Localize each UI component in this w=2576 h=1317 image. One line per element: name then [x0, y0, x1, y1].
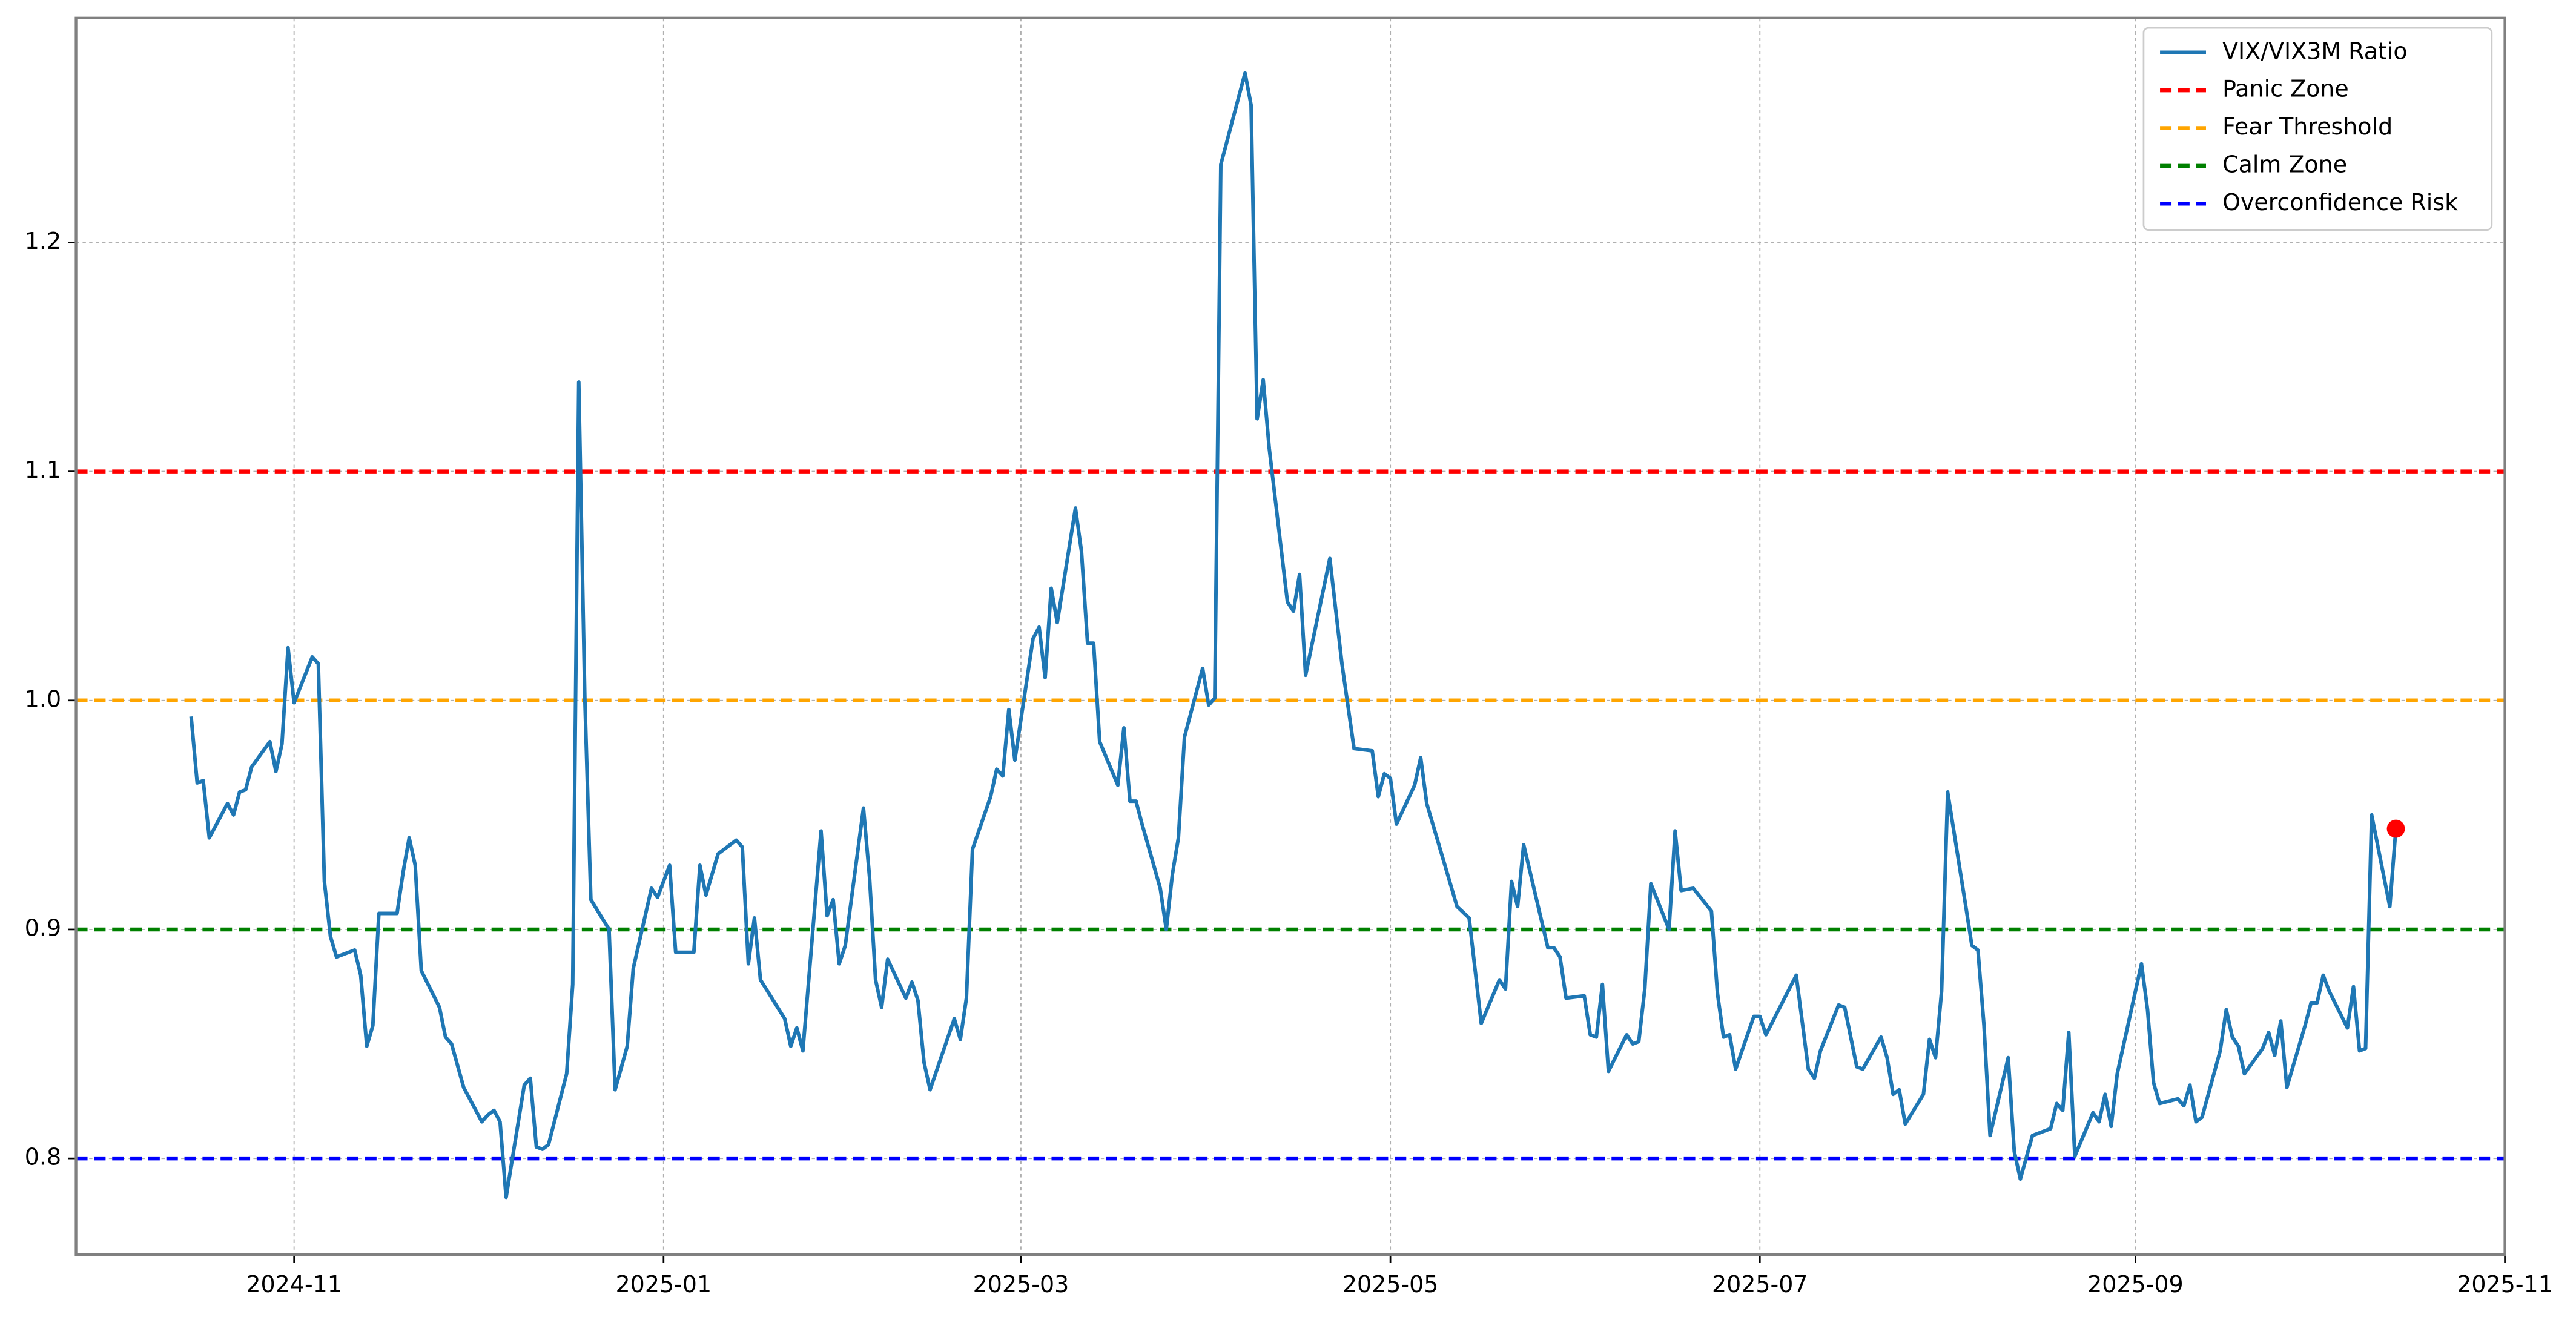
legend-label: Fear Threshold: [2222, 113, 2393, 140]
x-tick-label: 2025-07: [1712, 1271, 1808, 1298]
y-tick-label: 1.0: [25, 685, 61, 712]
last-point-marker: [2386, 819, 2405, 838]
legend-label: Panic Zone: [2222, 76, 2349, 102]
y-tick-label: 1.1: [25, 457, 61, 483]
y-tick-label: 0.9: [25, 914, 61, 941]
legend-label: Calm Zone: [2222, 151, 2347, 177]
x-tick-label: 2025-09: [2087, 1271, 2184, 1298]
axes-frame: [74, 16, 2506, 1256]
legend: VIX/VIX3M Ratio Panic Zone Fear Threshold C…: [2142, 27, 2493, 231]
x-tick-label: 2025-03: [973, 1271, 1069, 1298]
series-line: [189, 71, 2398, 1200]
legend-label: Overconfidence Risk: [2222, 189, 2458, 216]
x-tick-label: 2025-11: [2457, 1271, 2553, 1298]
x-tick-label: 2025-05: [1342, 1271, 1439, 1298]
legend-label: VIX/VIX3M Ratio: [2222, 38, 2407, 64]
x-tick-label: 2025-01: [616, 1271, 712, 1298]
y-tick-label: 1.2: [25, 228, 61, 254]
y-tick-label: 0.8: [25, 1144, 61, 1170]
x-tick-label: 2024-11: [246, 1271, 342, 1298]
legend-box: [2142, 27, 2493, 231]
plot-area: [68, 18, 2506, 1263]
